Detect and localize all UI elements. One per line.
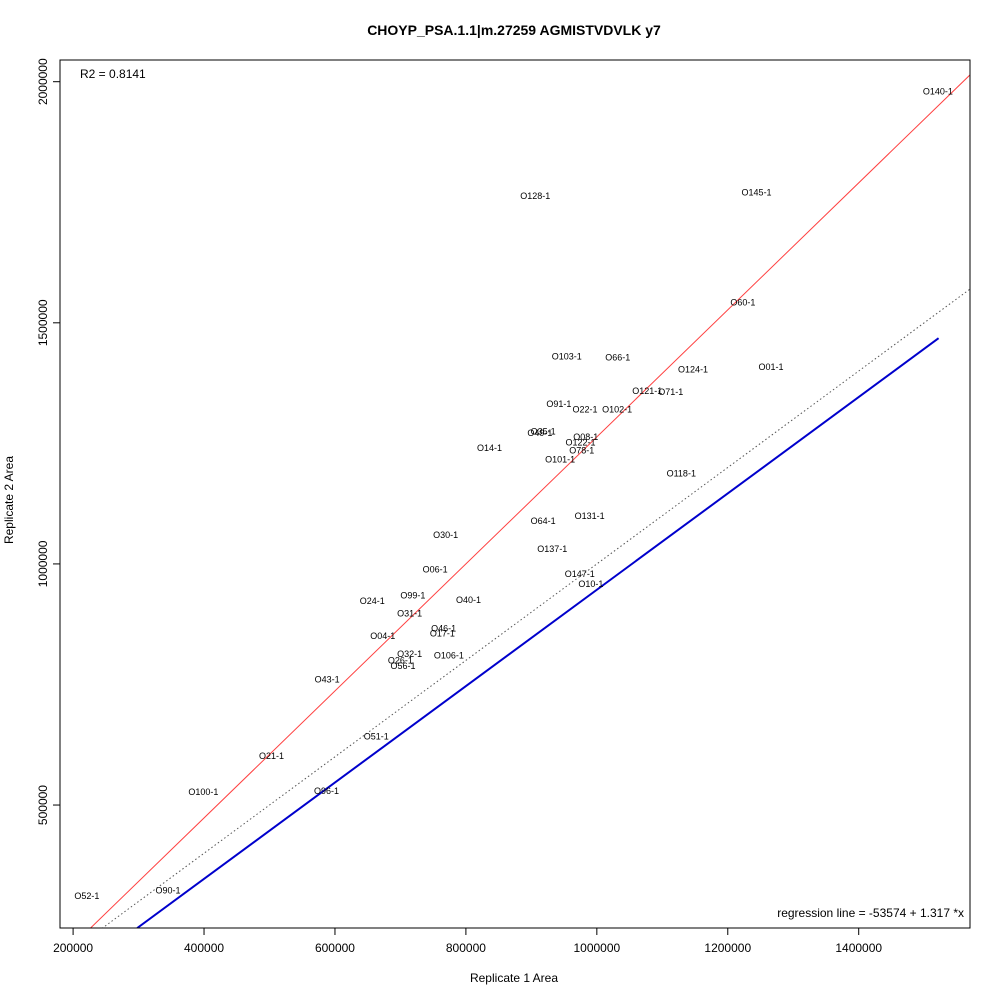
x-tick-label: 400000 [184,941,224,955]
regression-annotation: regression line = -53574 + 1.317 *x [777,906,964,920]
point-label: O06-1 [423,565,448,575]
lines-layer [89,74,970,928]
point-label: O103-1 [552,352,582,362]
point-label: O51-1 [364,732,389,742]
point-label: O140-1 [923,86,953,96]
x-axis-label: Replicate 1 Area [470,971,558,985]
point-label: O31-1 [397,609,422,619]
x-tick-label: 200000 [53,941,93,955]
point-label: O52-1 [74,891,99,901]
point-label: O99-1 [400,591,425,601]
r2-annotation: R2 = 0.8141 [80,67,146,81]
regression-line [89,74,970,928]
point-label: O124-1 [678,365,708,375]
point-label: O66-1 [605,353,630,363]
point-label: O22-1 [573,405,598,415]
point-label: O01-1 [758,362,783,372]
y-tick-label: 1000000 [36,540,50,587]
x-tick-label: 800000 [446,941,486,955]
point-label: O131-1 [575,511,605,521]
point-label: O121-1 [632,386,662,396]
x-tick-label: 1200000 [704,941,751,955]
point-label: O43-1 [315,675,340,685]
points-layer: O140-1 O145-1 O128-1 O60-1 O103-1 O66-1 O124-1… [74,86,953,901]
x-tick-label: 1000000 [573,941,620,955]
point-label: O04-1 [370,631,395,641]
chart-title: CHOYP_PSA.1.1|m.27259 AGMISTVDVLK y7 [367,22,661,38]
point-label: O90-1 [156,885,181,895]
point-label: O10-1 [578,579,603,589]
point-label: O100-1 [188,787,218,797]
point-label: O145-1 [742,188,772,198]
x-tick-label: 1400000 [835,941,882,955]
blue-line [136,337,940,928]
plot-frame [59,59,971,929]
point-label: O64-1 [531,516,556,526]
point-label: O08-1 [573,432,598,442]
point-label: O60-1 [730,298,755,308]
point-label: O71-1 [658,387,683,397]
point-label: O56-1 [391,661,416,671]
point-label: O122-1 [565,437,595,447]
point-label: O40-1 [456,595,481,605]
point-label: O106-1 [434,651,464,661]
point-label: O137-1 [537,544,567,554]
y-tick-label: 1500000 [36,299,50,346]
y-tick-label: 500000 [36,785,50,825]
point-label: O101-1 [545,454,575,464]
point-label: O49-1 [527,428,552,438]
point-label: O128-1 [520,191,550,201]
point-label: O118-1 [667,469,696,479]
point-label: O96-1 [314,786,339,796]
point-label: O35-1 [531,426,556,436]
point-label: O21-1 [259,751,284,761]
y-axis-label: Replicate 2 Area [2,456,16,544]
point-label: O17-1 [430,628,455,638]
y-tick-label: 2000000 [36,58,50,105]
point-label: O30-1 [433,530,458,540]
point-label: O14-1 [477,443,502,453]
point-label: O91-1 [546,399,571,409]
point-label: O78-1 [569,446,594,456]
point-label: O46-1 [431,624,456,634]
point-label: O147-1 [565,569,595,579]
x-tick-label: 600000 [315,941,355,955]
point-label: O32-1 [397,649,422,659]
point-label: O24-1 [360,596,385,606]
point-label: O102-1 [602,405,632,415]
identity-line [101,288,970,928]
point-label: O26-1 [388,655,413,665]
